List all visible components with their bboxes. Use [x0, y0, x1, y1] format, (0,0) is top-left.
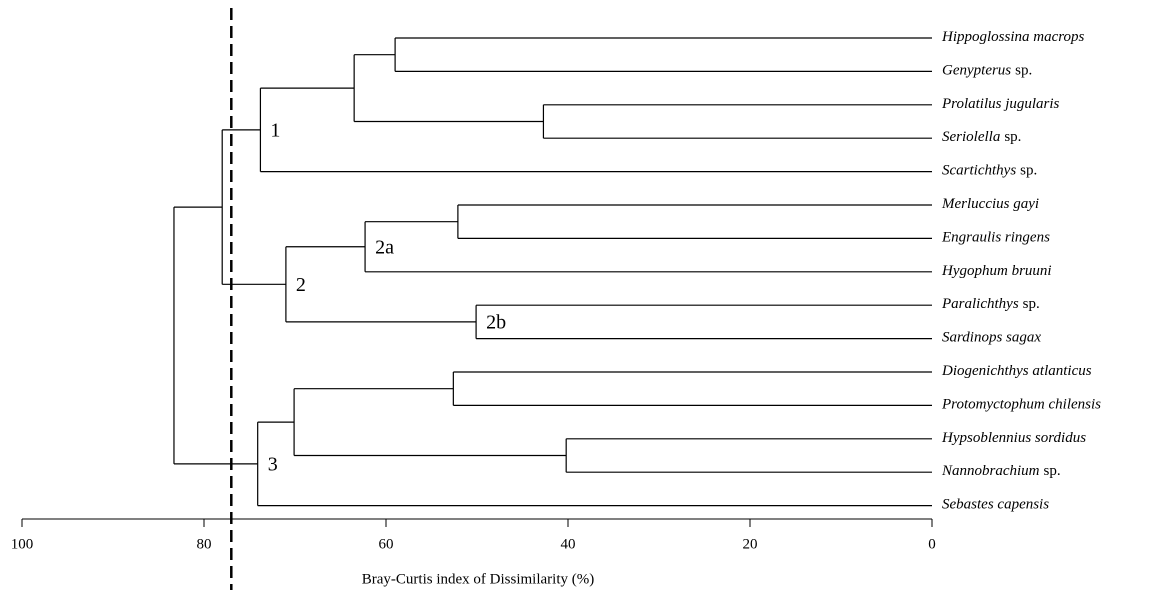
x-tick-label: 60 [379, 536, 394, 552]
leaf-name: Protomyctophum chilensis [941, 397, 1101, 413]
leaf-label: Engraulis ringens [941, 230, 1050, 246]
leaf-label: Hypsoblennius sordidus [941, 430, 1086, 446]
leaf-label: Merluccius gayi [941, 196, 1039, 212]
leaf-label: Sardinops sagax [942, 330, 1041, 346]
x-axis-label: Bray-Curtis index of Dissimilarity (%) [362, 571, 594, 587]
leaf-name: Prolatilus jugularis [941, 96, 1060, 112]
dendrogram-link [457, 204, 932, 239]
leaf-label: Nannobrachium sp. [941, 464, 1061, 480]
x-tick-label: 0 [928, 536, 936, 552]
leaf-name: Genypterus [942, 63, 1011, 79]
leaf-name: Merluccius gayi [941, 196, 1039, 212]
leaf-label: Prolatilus jugularis [941, 96, 1060, 112]
leaf-name: Hygophum bruuni [941, 263, 1052, 279]
leaf-label: Hygophum bruuni [941, 263, 1052, 279]
leaf-label: Diogenichthys atlanticus [941, 363, 1092, 379]
x-tick-label: 80 [197, 536, 212, 552]
leaf-label: Genypterus sp. [942, 63, 1032, 79]
leaf-name: Paralichthys [941, 297, 1019, 313]
leaf-label: Paralichthys sp. [941, 297, 1040, 313]
cluster-label: 2 [296, 274, 306, 296]
cluster-label: 3 [268, 453, 278, 475]
dendrogram-link [364, 221, 932, 273]
leaf-suffix: sp. [1044, 464, 1061, 480]
x-tick-label: 100 [11, 536, 34, 552]
dendrogram-link [293, 388, 567, 457]
leaf-name: Nannobrachium [941, 464, 1040, 480]
dendrogram-link [394, 37, 932, 72]
dendrogram-link [542, 104, 932, 139]
leaf-label: Seriolella sp. [942, 130, 1021, 146]
dendrogram-link [257, 421, 932, 507]
x-tick-label: 20 [743, 536, 758, 552]
cluster-label: 1 [270, 119, 280, 141]
leaf-name: Engraulis ringens [941, 230, 1050, 246]
leaf-name: Sardinops sagax [942, 330, 1041, 346]
leaf-label: Hippoglossina macrops [941, 29, 1085, 45]
leaf-suffix: sp. [1004, 130, 1021, 146]
leaf-name: Hypsoblennius sordidus [941, 430, 1086, 446]
leaf-label: Sebastes capensis [942, 497, 1049, 513]
leaf-name: Hippoglossina macrops [941, 29, 1085, 45]
leaf-label: Scartichthys sp. [942, 163, 1037, 179]
leaf-name: Seriolella [942, 130, 1000, 146]
leaf-suffix: sp. [1023, 297, 1040, 313]
leaf-name: Sebastes capensis [942, 497, 1049, 513]
leaf-name: Diogenichthys atlanticus [941, 363, 1092, 379]
leaf-suffix: sp. [1020, 163, 1037, 179]
dendrogram-link [565, 438, 932, 473]
dendrogram-link [353, 54, 544, 123]
leaf-label: Protomyctophum chilensis [941, 397, 1101, 413]
leaf-name: Scartichthys [942, 163, 1016, 179]
dendrogram-link [452, 371, 932, 406]
cluster-label: 2a [375, 236, 394, 258]
x-tick-label: 40 [561, 536, 576, 552]
dendrogram-link [259, 87, 932, 173]
dendrogram-link [475, 304, 932, 340]
cluster-label: 2b [486, 311, 506, 333]
dendrogram-link [173, 206, 258, 465]
leaf-suffix: sp. [1015, 63, 1032, 79]
